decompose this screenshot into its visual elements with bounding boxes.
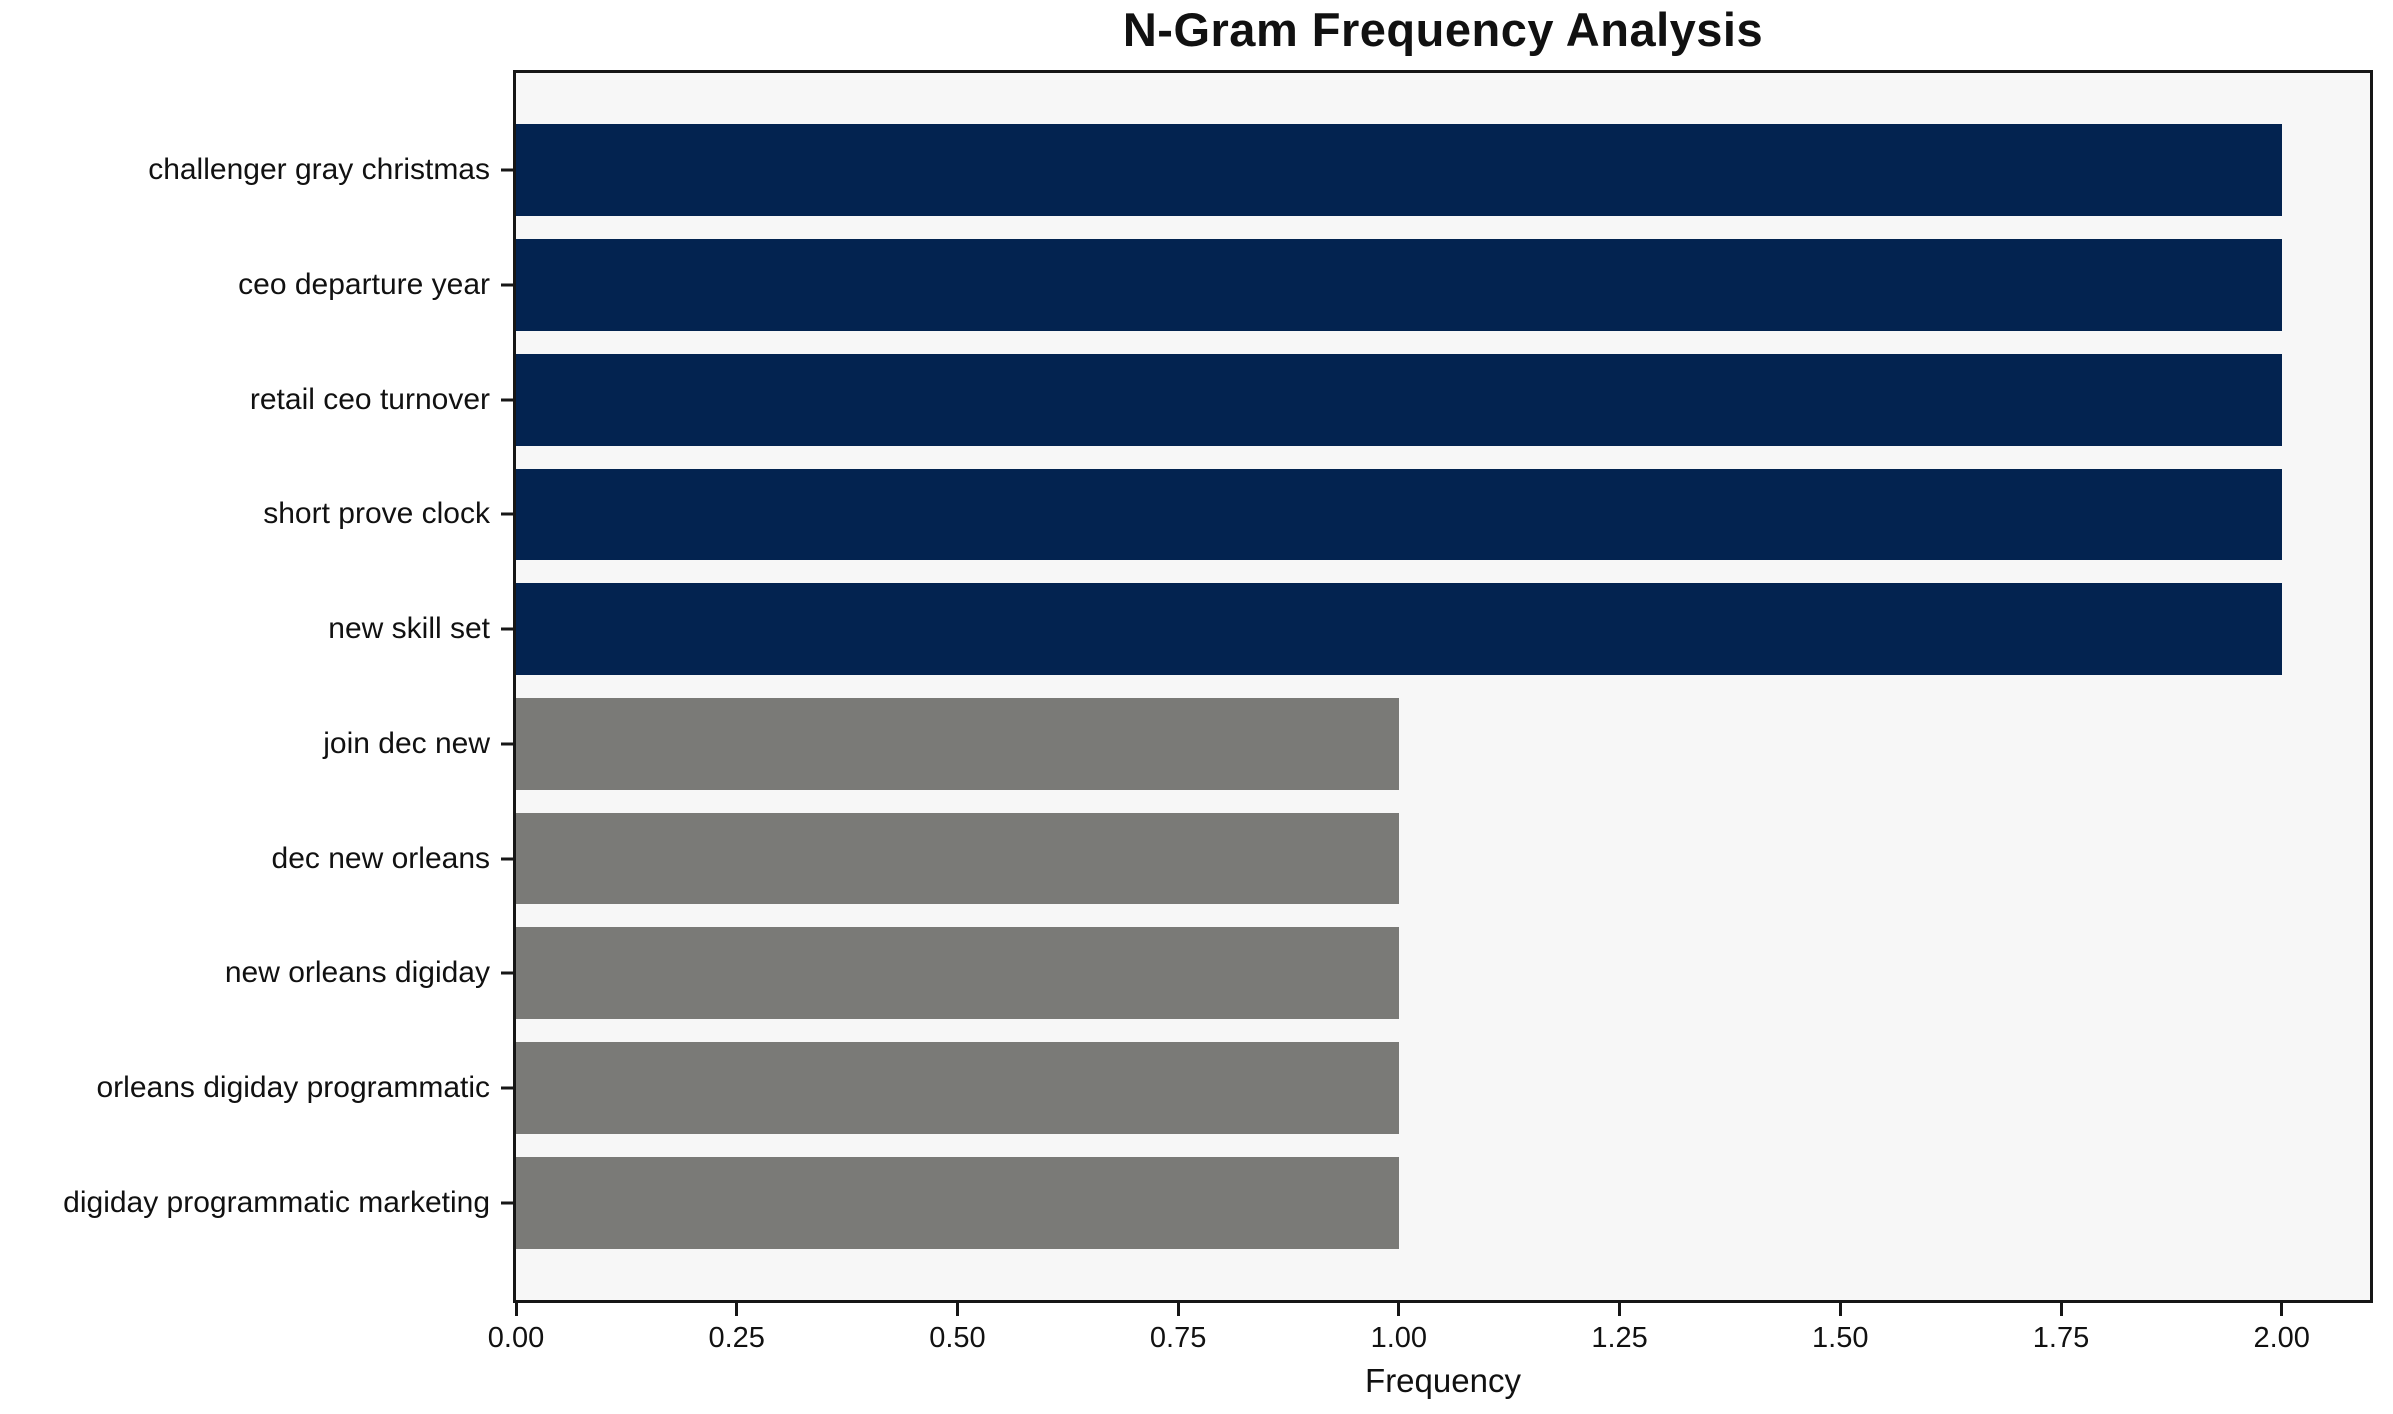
bar-row: orleans digiday programmatic — [96, 1031, 2370, 1146]
y-tick-mark — [501, 398, 513, 402]
x-tick-label: 1.25 — [1591, 1322, 1648, 1354]
bar-row: short prove clock — [263, 457, 2370, 572]
bar — [516, 239, 2282, 331]
bar-row: retail ceo turnover — [250, 342, 2370, 457]
y-tick-label: join dec new — [323, 726, 490, 760]
x-tick-mark — [1176, 1303, 1180, 1316]
x-tick-mark — [1838, 1303, 1842, 1316]
plot-area: challenger gray christmas ceo departure y… — [63, 70, 2373, 1399]
y-tick-label: new skill set — [328, 612, 490, 646]
y-tick-label: ceo departure year — [238, 268, 490, 302]
bar — [516, 697, 1399, 790]
y-tick-label: retail ceo turnover — [249, 382, 490, 416]
bar-row: challenger gray christmas — [148, 113, 2370, 228]
y-tick-mark — [501, 627, 513, 631]
x-tick-mark — [1397, 1303, 1401, 1316]
y-tick-mark — [501, 1086, 513, 1090]
y-tick-mark — [501, 168, 513, 172]
x-tick-label: 2.00 — [2253, 1322, 2310, 1354]
x-tick-mark — [735, 1303, 739, 1316]
bar — [516, 927, 1399, 1020]
x-tick-label: 0.00 — [487, 1322, 545, 1354]
bars-container: challenger gray christmas ceo departure y… — [63, 73, 2370, 1300]
x-tick-mark — [2059, 1303, 2063, 1316]
bar-row: dec new orleans — [272, 801, 2370, 916]
bar — [516, 812, 1399, 905]
bar-row: join dec new — [323, 687, 2370, 802]
bar — [516, 353, 2282, 446]
chart-title: N-Gram Frequency Analysis — [1122, 3, 1764, 56]
x-tick-label: 1.50 — [1812, 1322, 1869, 1354]
y-tick-label: dec new orleans — [271, 841, 490, 875]
y-tick-label: digiday programmatic marketing — [63, 1185, 490, 1219]
bar — [516, 1042, 1399, 1134]
x-tick-mark — [955, 1303, 959, 1316]
y-tick-mark — [501, 857, 513, 861]
x-tick-label: 0.50 — [929, 1322, 986, 1354]
y-tick-label: short prove clock — [263, 497, 490, 531]
x-tick-mark — [2280, 1303, 2284, 1316]
x-tick-mark — [514, 1303, 518, 1316]
bar-row: new skill set — [328, 572, 2370, 687]
x-tick-label: 1.75 — [2032, 1322, 2090, 1354]
y-tick-mark — [501, 1201, 513, 1205]
x-tick-label: 1.00 — [1370, 1322, 1428, 1354]
y-tick-label: new orleans digiday — [224, 956, 490, 990]
bar — [516, 583, 2282, 676]
y-tick-label: orleans digiday programmatic — [96, 1070, 490, 1104]
y-tick-label: challenger gray christmas — [148, 153, 490, 187]
bar-row: ceo departure year — [238, 228, 2370, 343]
x-tick-label: 0.75 — [1149, 1322, 1207, 1354]
bar — [516, 468, 2282, 561]
y-tick-mark — [501, 971, 513, 975]
bar — [516, 1156, 1399, 1249]
x-tick-mark — [1618, 1303, 1622, 1316]
x-tick-label: 0.25 — [708, 1322, 765, 1354]
bar-row: new orleans digiday — [225, 916, 2370, 1031]
x-axis-label: Frequency — [1365, 1362, 1521, 1399]
bar — [516, 124, 2282, 217]
bar-row: digiday programmatic marketing — [63, 1145, 2370, 1260]
y-tick-mark — [501, 512, 513, 516]
y-tick-mark — [501, 283, 513, 287]
y-tick-mark — [501, 742, 513, 746]
x-axis: 0.00 0.25 0.50 0.75 1.00 1.25 1.50 1.75 2.00 — [488, 73, 2370, 1354]
